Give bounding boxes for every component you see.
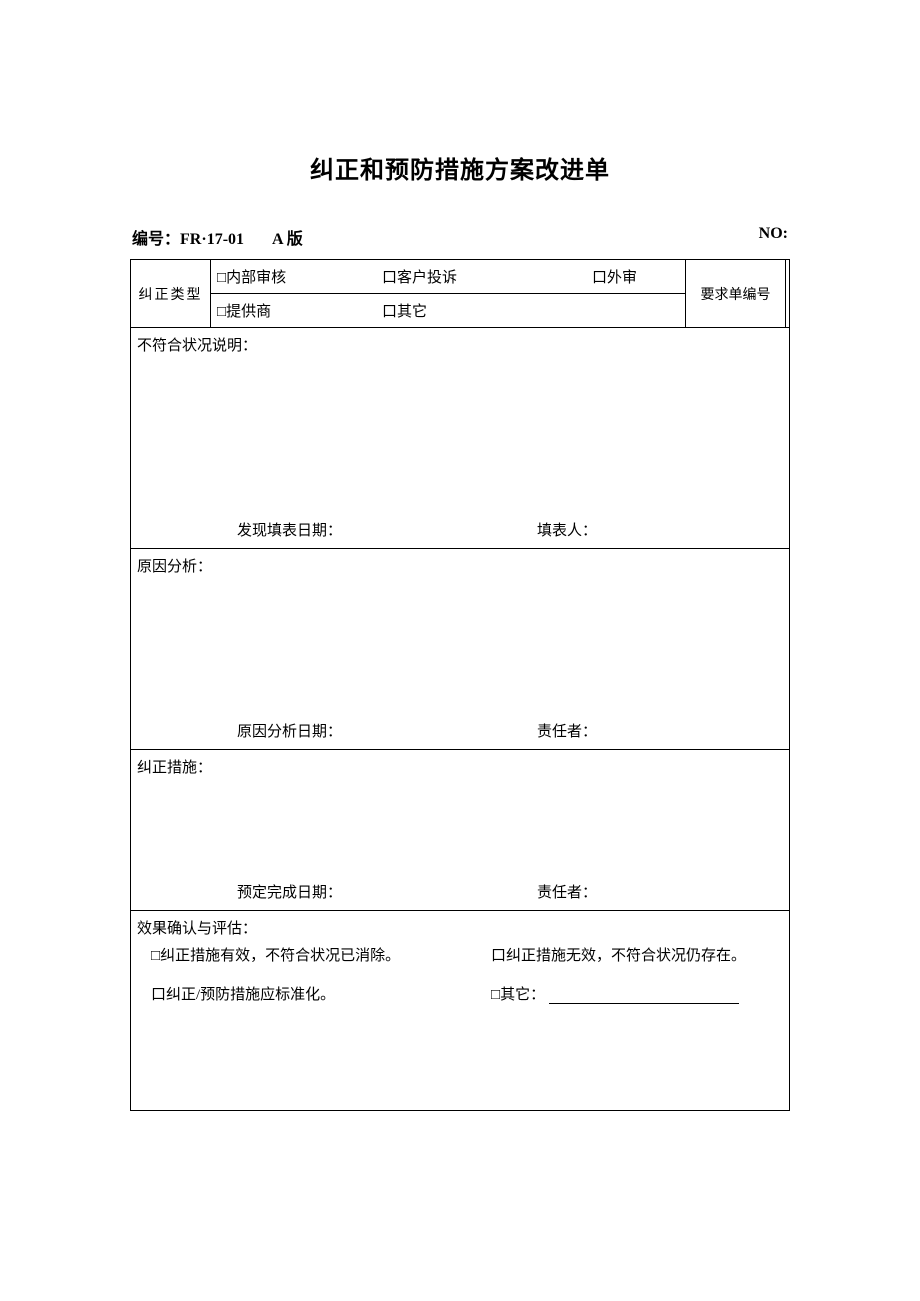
opt-effective-label: 纠正措施有效，不符合状况已消除。 — [160, 948, 400, 964]
opt-eval-other-label: 其它： — [500, 983, 545, 1004]
type-label-cell: 纠正类型 — [131, 260, 211, 328]
req-no-value-cell[interactable] — [786, 260, 790, 328]
action-title: 纠正措施： — [137, 756, 783, 777]
row-nonconform: 不符合状况说明： 发现填表日期： 填表人： — [131, 328, 790, 549]
cause-title: 原因分析： — [137, 555, 783, 576]
action-person-label: 责任者： — [537, 881, 597, 902]
checkbox-icon: 口 — [382, 270, 397, 286]
action-footer: 预定完成日期： 责任者： — [137, 881, 783, 902]
checkbox-effective[interactable]: □纠正措施有效，不符合状况已消除。 — [151, 944, 491, 965]
checkbox-icon: □ — [491, 987, 500, 1004]
eval-other-input[interactable] — [549, 988, 739, 1004]
checkbox-icon: 口 — [151, 987, 166, 1003]
action-cell: 纠正措施： 预定完成日期： 责任者： — [131, 750, 790, 911]
eval-line-1: □纠正措施有效，不符合状况已消除。 口纠正措施无效，不符合状况仍存在。 — [151, 944, 783, 965]
opt-supplier-label: 提供商 — [226, 304, 271, 320]
checkbox-internal-audit[interactable]: □内部审核 — [217, 266, 382, 287]
checkbox-icon: 口 — [382, 304, 397, 320]
opt-ineffective-label: 纠正措施无效，不符合状况仍存在。 — [506, 944, 746, 965]
checkbox-icon: □ — [151, 948, 160, 964]
no-label: NO: — [759, 225, 788, 249]
cause-cell: 原因分析： 原因分析日期： 责任者： — [131, 549, 790, 750]
nonconform-person-label: 填表人： — [537, 519, 597, 540]
eval-cell: 效果确认与评估： □纠正措施有效，不符合状况已消除。 口纠正措施无效，不符合状况… — [131, 911, 790, 1111]
code-label: 编号 — [132, 231, 164, 248]
nonconform-body[interactable] — [137, 359, 783, 519]
form-table: 纠正类型 □内部审核 口客户投诉 口外审 □提供商 口其它 要求单编号 — [130, 259, 790, 1111]
row-action: 纠正措施： 预定完成日期： 责任者： — [131, 750, 790, 911]
cause-date-label: 原因分析日期： — [237, 720, 537, 741]
nonconform-date-label: 发现填表日期： — [237, 519, 537, 540]
nonconform-cell: 不符合状况说明： 发现填表日期： 填表人： — [131, 328, 790, 549]
opt-standardize-label: 纠正/预防措施应标准化。 — [166, 987, 335, 1003]
req-no-label-cell: 要求单编号 — [686, 260, 786, 328]
opt-other-label: 其它 — [397, 304, 427, 320]
checkbox-external-audit[interactable]: 口外审 — [592, 266, 637, 287]
checkbox-eval-other[interactable]: □其它： — [491, 983, 739, 1004]
cause-person-label: 责任者： — [537, 720, 597, 741]
nonconform-footer: 发现填表日期： 填表人： — [137, 519, 783, 540]
header-row: 编号：FR·17-01 A 版 NO: — [130, 225, 790, 249]
checkbox-other[interactable]: 口其它 — [382, 300, 427, 321]
code-label-group: 编号：FR·17-01 — [132, 225, 244, 249]
cause-footer: 原因分析日期： 责任者： — [137, 720, 783, 741]
form-page: 纠正和预防措施方案改进单 编号：FR·17-01 A 版 NO: 纠正类型 □内… — [0, 0, 920, 1301]
checkbox-icon: □ — [217, 304, 226, 320]
header-left: 编号：FR·17-01 A 版 — [132, 225, 303, 249]
checkbox-ineffective[interactable]: 口纠正措施无效，不符合状况仍存在。 — [491, 944, 746, 965]
checkbox-supplier[interactable]: □提供商 — [217, 300, 382, 321]
checkbox-icon: 口 — [592, 270, 607, 286]
action-date-label: 预定完成日期： — [237, 881, 537, 902]
eval-title: 效果确认与评估： — [137, 917, 783, 938]
nonconform-title: 不符合状况说明： — [137, 334, 783, 355]
version-label: A 版 — [272, 225, 303, 249]
page-title: 纠正和预防措施方案改进单 — [130, 150, 790, 185]
checkbox-customer-complaint[interactable]: 口客户投诉 — [382, 266, 592, 287]
code-value: FR·17-01 — [180, 231, 244, 248]
row-type: 纠正类型 □内部审核 口客户投诉 口外审 □提供商 口其它 要求单编号 — [131, 260, 790, 328]
row-cause: 原因分析： 原因分析日期： 责任者： — [131, 549, 790, 750]
opt-customer-complaint-label: 客户投诉 — [397, 270, 457, 286]
type-options-cell: □内部审核 口客户投诉 口外审 □提供商 口其它 — [211, 260, 686, 328]
eval-line-2: 口纠正/预防措施应标准化。 □其它： — [151, 983, 783, 1004]
eval-body[interactable] — [137, 1022, 783, 1102]
opt-internal-audit-label: 内部审核 — [226, 270, 286, 286]
action-body[interactable] — [137, 781, 783, 881]
checkbox-standardize[interactable]: 口纠正/预防措施应标准化。 — [151, 983, 491, 1004]
cause-body[interactable] — [137, 580, 783, 720]
checkbox-icon: 口 — [491, 944, 506, 965]
checkbox-icon: □ — [217, 270, 226, 286]
opt-external-audit-label: 外审 — [607, 270, 637, 286]
row-eval: 效果确认与评估： □纠正措施有效，不符合状况已消除。 口纠正措施无效，不符合状况… — [131, 911, 790, 1111]
